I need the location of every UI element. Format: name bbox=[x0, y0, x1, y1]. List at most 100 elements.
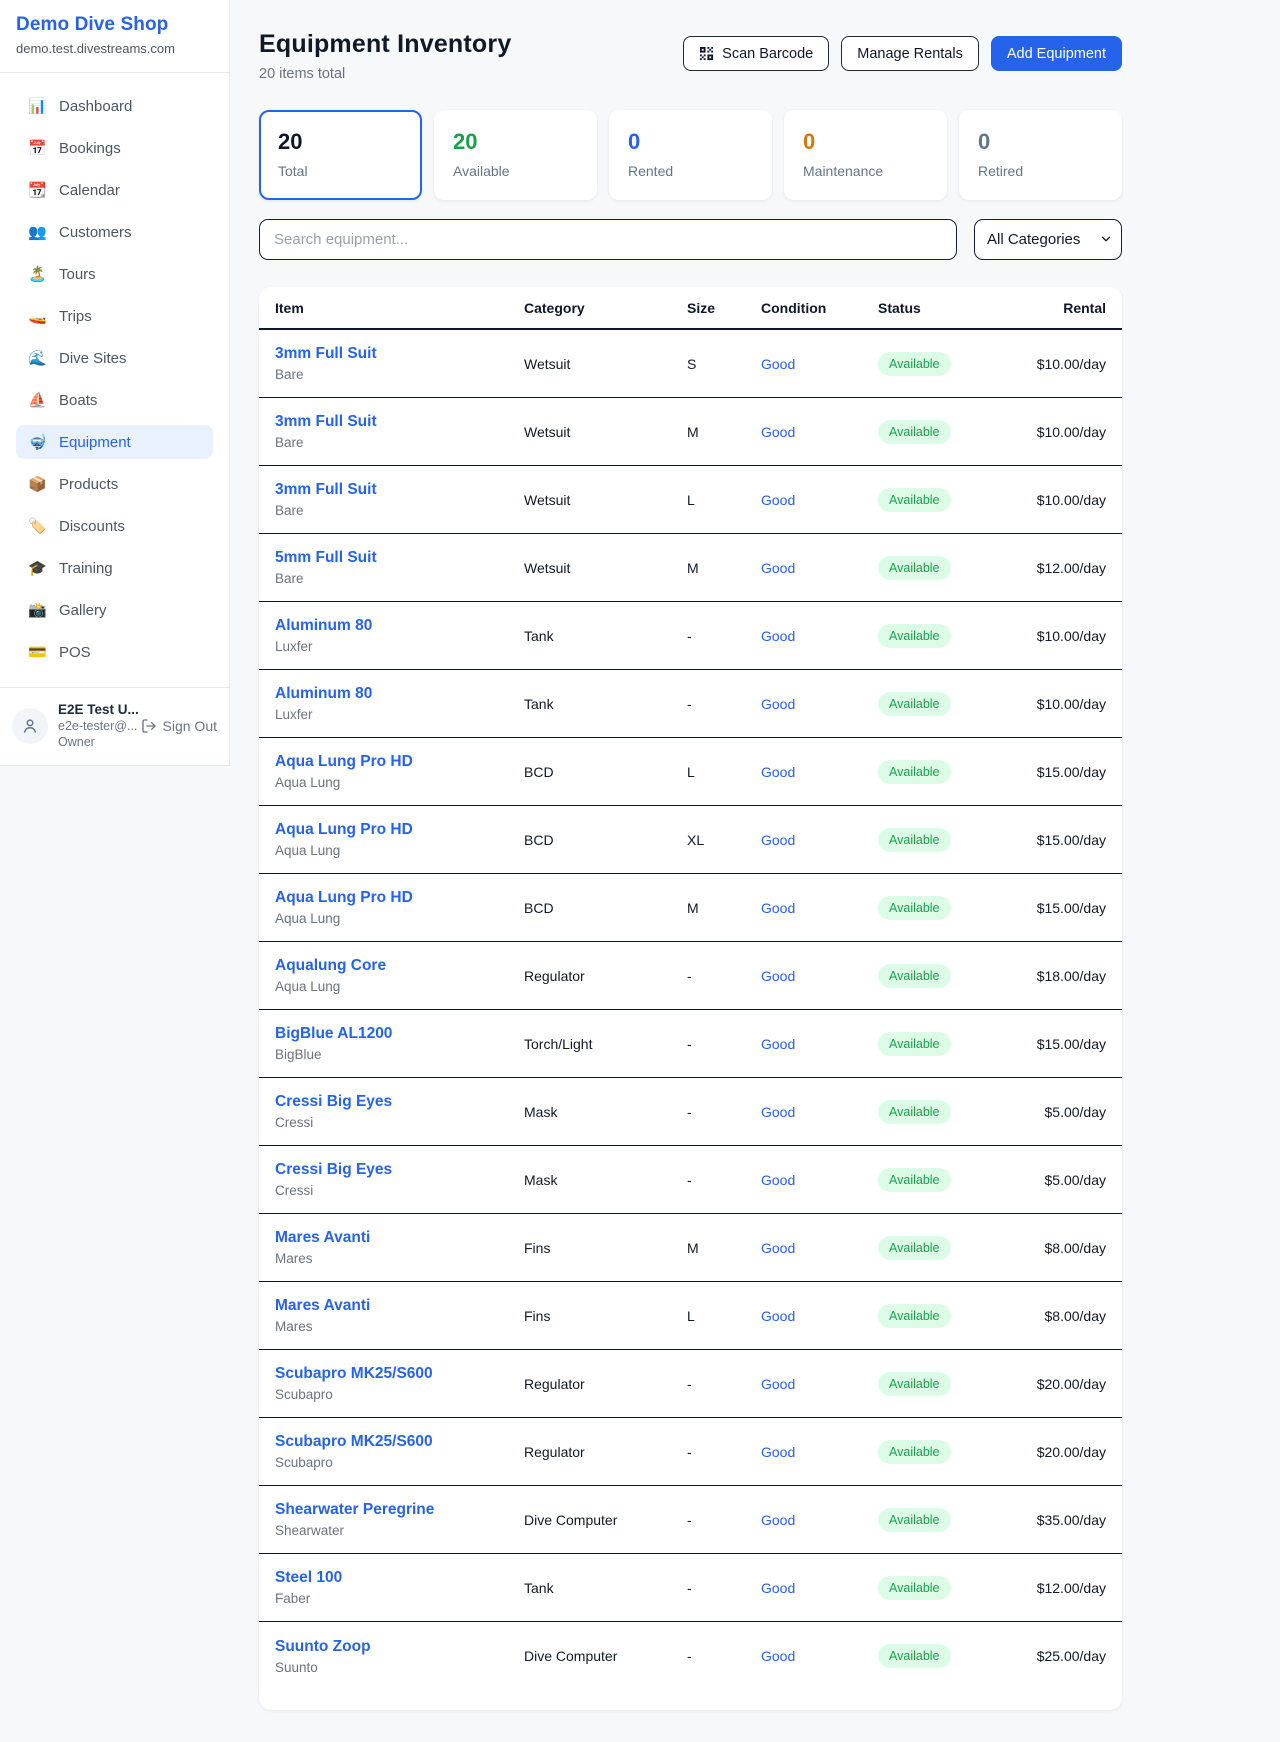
stat-card[interactable]: 0 Retired bbox=[959, 110, 1122, 200]
table-row: Mares Avanti Mares Fins L Good Available… bbox=[259, 1282, 1122, 1350]
sidebar-item[interactable]: 💳 POS bbox=[16, 635, 213, 669]
category-cell: Tank bbox=[524, 627, 554, 644]
status-cell: Available bbox=[878, 895, 1028, 920]
item-name-link[interactable]: Aluminum 80 bbox=[275, 685, 373, 702]
item-name-link[interactable]: 5mm Full Suit bbox=[275, 549, 377, 566]
item-name-link[interactable]: Mares Avanti bbox=[275, 1229, 371, 1246]
item-name-link[interactable]: 3mm Full Suit bbox=[275, 413, 377, 430]
sidebar-item[interactable]: 📦 Products bbox=[16, 467, 213, 501]
column-header-size: Size bbox=[687, 299, 716, 316]
table-row: Aqua Lung Pro HD Aqua Lung BCD L Good Av… bbox=[259, 738, 1122, 806]
stat-card[interactable]: 0 Rented bbox=[609, 110, 772, 200]
credit-card-icon: 💳 bbox=[28, 644, 47, 661]
condition-link[interactable]: Good bbox=[761, 899, 796, 916]
status-badge: Available bbox=[878, 351, 951, 376]
add-equipment-button[interactable]: Add Equipment bbox=[990, 36, 1122, 71]
item-name-link[interactable]: Mares Avanti bbox=[275, 1297, 371, 1314]
rental-rate: $15.00/day bbox=[1036, 899, 1106, 916]
stat-value: 0 bbox=[628, 129, 641, 154]
sidebar-item[interactable]: 🚤 Trips bbox=[16, 299, 213, 333]
table-row: Aluminum 80 Luxfer Tank - Good Available… bbox=[259, 602, 1122, 670]
item-name-link[interactable]: Aqua Lung Pro HD bbox=[275, 821, 413, 838]
table-row: 3mm Full Suit Bare Wetsuit L Good Availa… bbox=[259, 466, 1122, 534]
sidebar-item[interactable]: 🎓 Training bbox=[16, 551, 213, 585]
stat-value: 0 bbox=[803, 129, 816, 154]
item-brand: Mares bbox=[275, 1251, 313, 1266]
status-badge: Available bbox=[878, 759, 951, 784]
column-header-item: Item bbox=[275, 299, 304, 316]
condition-link[interactable]: Good bbox=[761, 1239, 796, 1256]
item-name-link[interactable]: Cressi Big Eyes bbox=[275, 1161, 393, 1178]
search-input[interactable] bbox=[259, 219, 957, 260]
condition-link[interactable]: Good bbox=[761, 491, 796, 508]
item-name-link[interactable]: Aqua Lung Pro HD bbox=[275, 889, 413, 906]
category-cell: Dive Computer bbox=[524, 1511, 618, 1528]
sidebar-item[interactable]: 📸 Gallery bbox=[16, 593, 213, 627]
sidebar-item[interactable]: 🏝️ Tours bbox=[16, 257, 213, 291]
item-name-link[interactable]: 3mm Full Suit bbox=[275, 345, 377, 362]
item-name-link[interactable]: Scubapro MK25/S600 bbox=[275, 1433, 433, 1450]
condition-link[interactable]: Good bbox=[761, 695, 796, 712]
rental-rate: $10.00/day bbox=[1036, 491, 1106, 508]
stat-label: Rented bbox=[628, 163, 674, 179]
condition-link[interactable]: Good bbox=[761, 831, 796, 848]
condition-link[interactable]: Good bbox=[761, 1579, 796, 1596]
table-row: Aqua Lung Pro HD Aqua Lung BCD XL Good A… bbox=[259, 806, 1122, 874]
stat-card[interactable]: 20 Available bbox=[434, 110, 597, 200]
condition-link[interactable]: Good bbox=[761, 423, 796, 440]
item-cell: Suunto Zoop Suunto bbox=[275, 1638, 524, 1675]
condition-link[interactable]: Good bbox=[761, 1648, 796, 1664]
item-name-link[interactable]: Aluminum 80 bbox=[275, 617, 373, 634]
shop-name-logo[interactable]: Demo Dive Shop bbox=[16, 14, 169, 35]
status-cell: Available bbox=[878, 691, 1028, 716]
item-cell: 3mm Full Suit Bare bbox=[275, 481, 524, 518]
item-name-link[interactable]: Scubapro MK25/S600 bbox=[275, 1365, 433, 1382]
stat-card[interactable]: 20 Total bbox=[259, 110, 422, 200]
stat-card[interactable]: 0 Maintenance bbox=[784, 110, 947, 200]
category-select[interactable]: All Categories bbox=[974, 219, 1122, 260]
item-cell: Shearwater Peregrine Shearwater bbox=[275, 1501, 524, 1538]
size-cell: - bbox=[687, 627, 692, 644]
item-name-link[interactable]: Aqualung Core bbox=[275, 957, 387, 974]
sidebar-item[interactable]: 📅 Bookings bbox=[16, 131, 213, 165]
item-name-link[interactable]: Aqua Lung Pro HD bbox=[275, 753, 413, 770]
category-cell: Wetsuit bbox=[524, 559, 571, 576]
sidebar-item[interactable]: 🤿 Equipment bbox=[16, 425, 213, 459]
condition-link[interactable]: Good bbox=[761, 1035, 796, 1052]
condition-link[interactable]: Good bbox=[761, 1103, 796, 1120]
item-name-link[interactable]: Suunto Zoop bbox=[275, 1637, 371, 1655]
condition-link[interactable]: Good bbox=[761, 1171, 796, 1188]
item-name-link[interactable]: Steel 100 bbox=[275, 1569, 343, 1586]
condition-link[interactable]: Good bbox=[761, 1511, 796, 1528]
condition-link[interactable]: Good bbox=[761, 1307, 796, 1324]
condition-link[interactable]: Good bbox=[761, 1375, 796, 1392]
user-role: Owner bbox=[58, 735, 95, 749]
condition-link[interactable]: Good bbox=[761, 763, 796, 780]
status-badge: Available bbox=[878, 895, 951, 920]
condition-link[interactable]: Good bbox=[761, 967, 796, 984]
condition-link[interactable]: Good bbox=[761, 627, 796, 644]
sidebar-item-label: Trips bbox=[59, 307, 92, 325]
sidebar-item[interactable]: 📊 Dashboard bbox=[16, 89, 213, 123]
sign-out-button[interactable]: Sign Out bbox=[141, 718, 217, 734]
condition-link[interactable]: Good bbox=[761, 1443, 796, 1460]
item-name-link[interactable]: Shearwater Peregrine bbox=[275, 1501, 435, 1518]
sidebar-item[interactable]: 🌊 Dive Sites bbox=[16, 341, 213, 375]
condition-link[interactable]: Good bbox=[761, 355, 796, 372]
scan-barcode-button[interactable]: Scan Barcode bbox=[683, 36, 830, 71]
condition-link[interactable]: Good bbox=[761, 559, 796, 576]
sidebar-item[interactable]: ⛵ Boats bbox=[16, 383, 213, 417]
item-brand: Scubapro bbox=[275, 1387, 333, 1402]
item-name-link[interactable]: Cressi Big Eyes bbox=[275, 1093, 393, 1110]
item-name-link[interactable]: 3mm Full Suit bbox=[275, 481, 377, 498]
sidebar-item[interactable]: 📆 Calendar bbox=[16, 173, 213, 207]
rental-rate: $15.00/day bbox=[1036, 1035, 1106, 1052]
item-name-link[interactable]: BigBlue AL1200 bbox=[275, 1025, 393, 1042]
user-section: E2E Test U... e2e-tester@... Owner Sign … bbox=[0, 687, 229, 765]
category-cell: Regulator bbox=[524, 967, 585, 984]
sidebar-item[interactable]: 👥 Customers bbox=[16, 215, 213, 249]
category-cell: Wetsuit bbox=[524, 491, 571, 508]
status-cell: Available bbox=[878, 1235, 1028, 1260]
manage-rentals-button[interactable]: Manage Rentals bbox=[841, 36, 979, 71]
sidebar-item[interactable]: 🏷️ Discounts bbox=[16, 509, 213, 543]
